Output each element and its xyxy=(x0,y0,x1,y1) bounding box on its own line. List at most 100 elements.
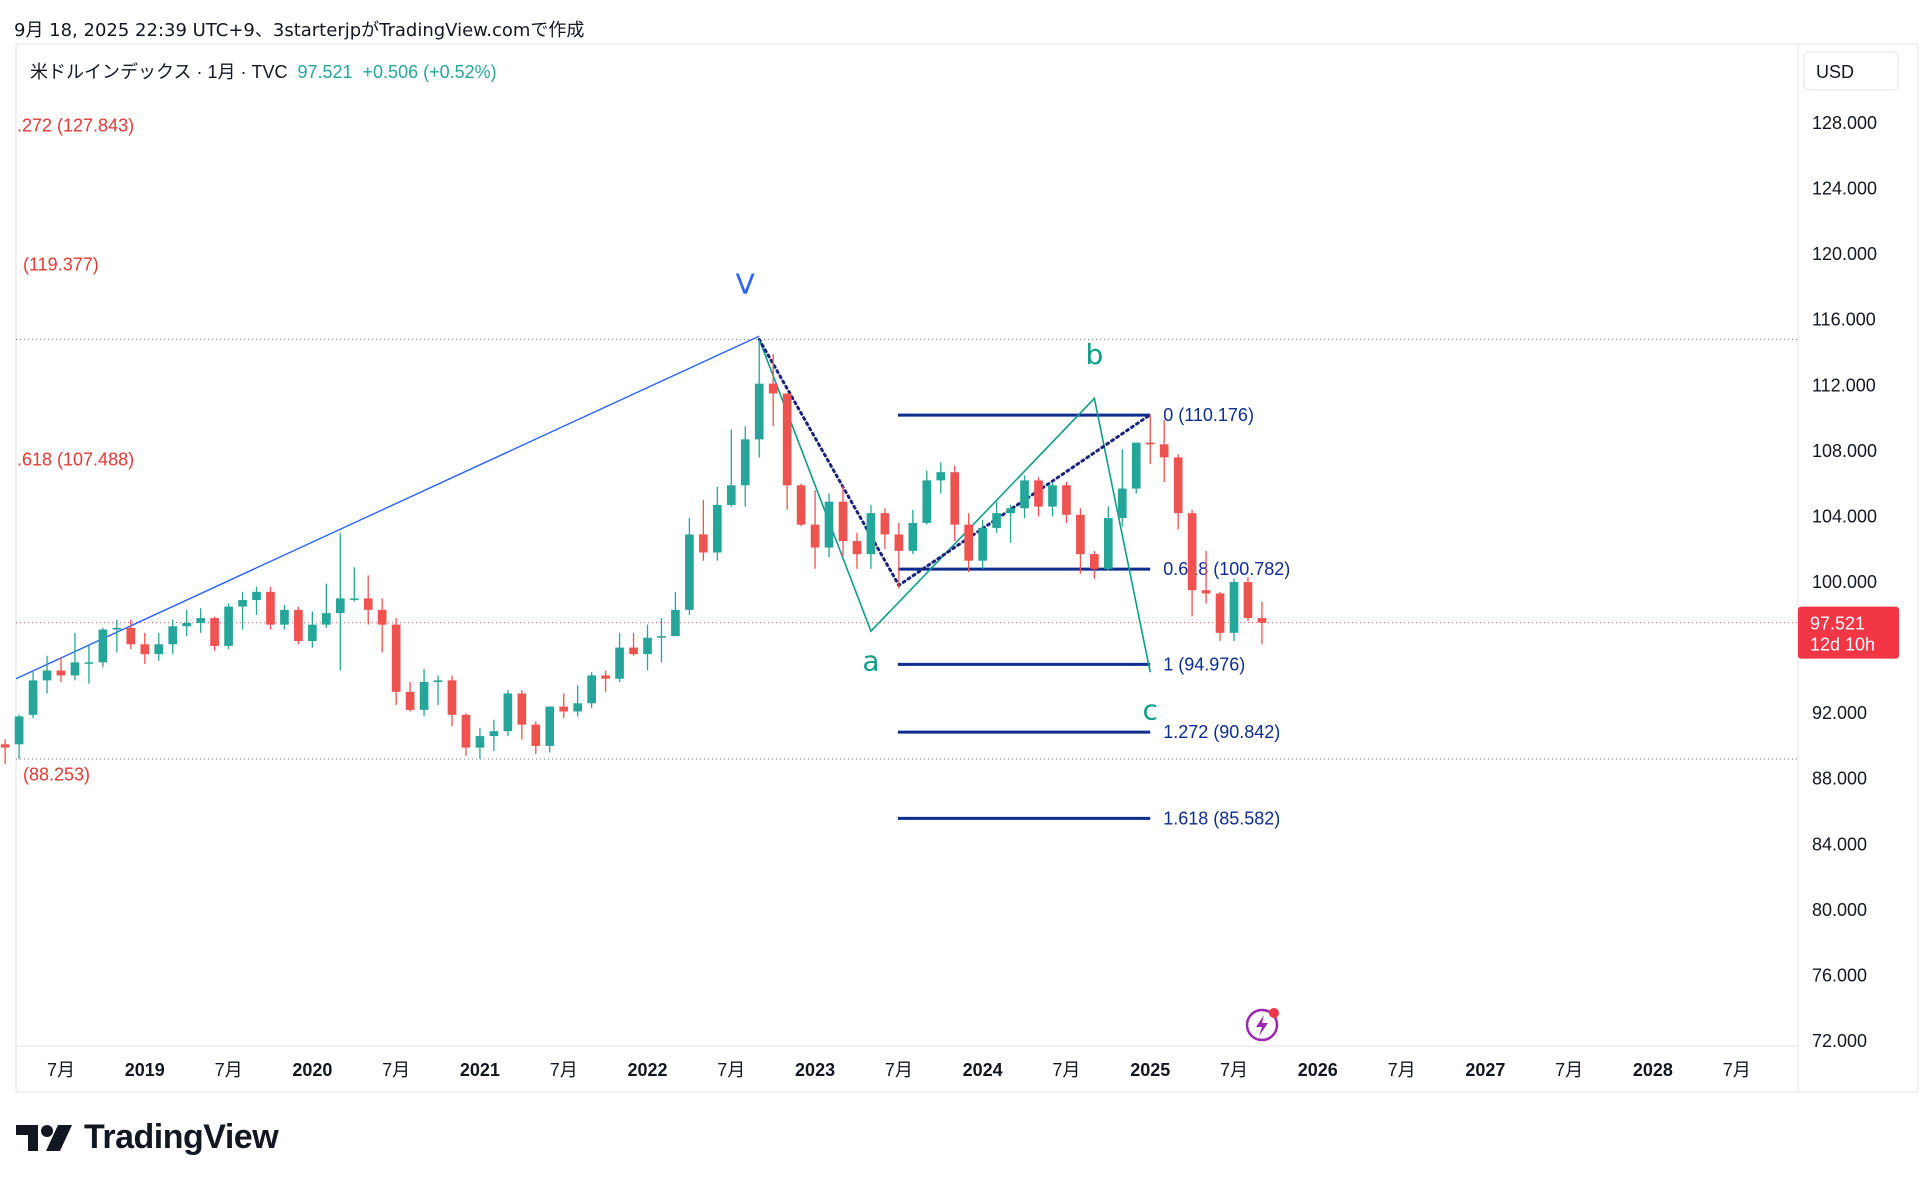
time-tick-label: 2023 xyxy=(795,1060,835,1080)
candle-body xyxy=(699,534,708,553)
candle xyxy=(559,693,569,719)
candle-body xyxy=(782,393,792,486)
fib-level-label: 0.618 (100.782) xyxy=(1163,559,1290,579)
candle xyxy=(447,675,457,727)
price-tick-label: 72.000 xyxy=(1812,1031,1867,1051)
wave-label: c xyxy=(1143,694,1158,727)
candle-body xyxy=(1076,514,1085,555)
header-price: 97.521 xyxy=(297,62,352,82)
candle xyxy=(1006,504,1015,543)
candle-body xyxy=(14,716,24,745)
candle-body xyxy=(587,675,596,704)
candle-body xyxy=(1187,513,1197,591)
candle xyxy=(391,618,401,705)
time-tick-label: 7月 xyxy=(1555,1060,1583,1080)
candle-body xyxy=(182,622,192,627)
candle-body xyxy=(768,383,778,394)
candle xyxy=(56,657,66,682)
candle xyxy=(615,632,624,682)
candle xyxy=(154,632,164,661)
candle xyxy=(377,598,387,653)
candle-body xyxy=(740,439,750,486)
candle-body xyxy=(1215,593,1225,633)
candle xyxy=(1187,509,1197,617)
candle xyxy=(1159,419,1169,483)
brand-logo: TradingView xyxy=(16,1118,279,1157)
candle-body xyxy=(377,609,387,625)
candle xyxy=(1076,508,1085,574)
candle-body xyxy=(978,527,987,561)
candle xyxy=(866,504,876,569)
candle-body xyxy=(712,504,722,553)
candle-body xyxy=(866,513,876,555)
candle xyxy=(657,618,666,663)
candle-body xyxy=(391,624,401,692)
candle-body xyxy=(908,522,918,551)
wave-label: V xyxy=(736,267,755,300)
candle-body xyxy=(84,662,94,664)
candle xyxy=(1131,442,1141,494)
candle-body xyxy=(685,534,694,610)
candle-body xyxy=(461,714,471,748)
candle xyxy=(699,500,708,561)
candle xyxy=(1103,506,1113,571)
candle xyxy=(168,619,178,655)
candle xyxy=(252,586,261,615)
candle-body xyxy=(1229,582,1239,633)
candle xyxy=(1034,477,1043,517)
candle-body xyxy=(363,598,373,610)
candle-body xyxy=(308,624,317,642)
candle xyxy=(280,604,289,630)
header-change: +0.506 (+0.52%) xyxy=(363,62,497,82)
candle-body xyxy=(1090,554,1099,569)
candle xyxy=(433,675,443,705)
candle xyxy=(1062,482,1071,523)
time-tick-label: 2025 xyxy=(1130,1060,1170,1080)
wave-v-trendline[interactable] xyxy=(15,335,760,680)
candle xyxy=(70,632,80,681)
candle-body xyxy=(280,609,289,625)
time-tick-label: 7月 xyxy=(215,1060,243,1080)
candle-body xyxy=(28,680,38,715)
candle-body xyxy=(1145,442,1155,445)
price-tick-label: 92.000 xyxy=(1812,703,1867,723)
price-tick-label: 112.000 xyxy=(1812,375,1876,395)
candle xyxy=(880,508,890,550)
candle-body xyxy=(405,691,415,710)
candle xyxy=(740,426,750,507)
price-tick-label: 124.000 xyxy=(1812,179,1877,199)
time-tick-label: 2024 xyxy=(963,1060,1003,1080)
candle xyxy=(545,706,555,753)
time-tick-label: 2026 xyxy=(1298,1060,1338,1080)
candle xyxy=(712,486,722,561)
candle xyxy=(1243,577,1253,622)
price-tick-label: 76.000 xyxy=(1812,965,1867,985)
candle-body xyxy=(1048,485,1057,507)
last-price-value: 97.521 xyxy=(1810,614,1865,634)
time-tick-label: 2021 xyxy=(460,1060,500,1080)
currency-button[interactable] xyxy=(1803,51,1899,91)
price-tick-label: 120.000 xyxy=(1812,244,1877,264)
candle-body xyxy=(894,534,904,551)
dotted-projection-path[interactable] xyxy=(757,337,1152,588)
candle-body xyxy=(1257,618,1267,623)
candle-body xyxy=(252,591,261,601)
lightning-icon[interactable] xyxy=(1245,1008,1279,1042)
candle-body xyxy=(1034,480,1043,507)
time-tick-label: 2022 xyxy=(627,1060,667,1080)
candle-body xyxy=(489,731,499,737)
chart-frame xyxy=(15,43,1919,1093)
candle xyxy=(1145,414,1155,464)
candle xyxy=(321,583,331,628)
candle xyxy=(629,632,638,656)
fib-level-label: 1.618 (85.582) xyxy=(1163,808,1280,828)
candle-body xyxy=(531,724,541,746)
candle-body xyxy=(1159,444,1169,458)
candle xyxy=(461,713,471,756)
candle xyxy=(489,719,499,751)
candle xyxy=(126,619,136,650)
wave-abc-path[interactable] xyxy=(758,339,1151,673)
candle xyxy=(922,470,932,525)
candle-body xyxy=(657,636,666,638)
